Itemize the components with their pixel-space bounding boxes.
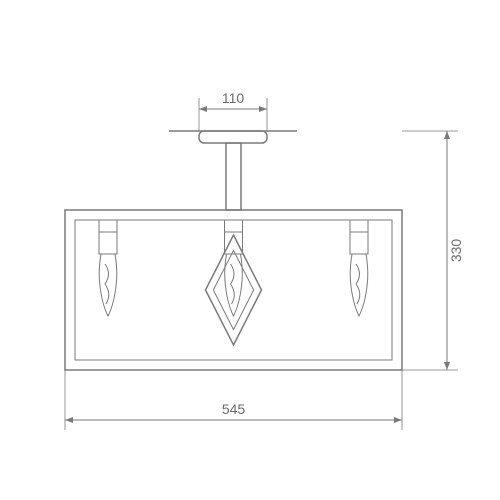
dim-right-label: 330 [448, 239, 464, 263]
dimension-lines: 110 545 330 [65, 90, 464, 430]
mount-plate-shape [199, 131, 267, 143]
bulb-icon [350, 220, 368, 316]
dim-top-label: 110 [222, 90, 245, 106]
dim-bottom-label: 545 [222, 401, 246, 417]
fixture-drawing [65, 131, 402, 370]
stem-shape [226, 143, 241, 210]
bulb-icon [99, 220, 117, 316]
